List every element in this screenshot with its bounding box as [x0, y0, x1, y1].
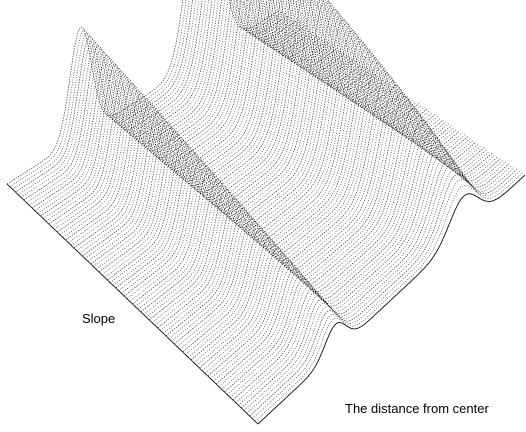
surface-edge: [6, 174, 526, 425]
surface-line: [137, 15, 409, 310]
surface-line: [98, 0, 370, 273]
surface-line: [68, 0, 341, 243]
surface-line: [62, 0, 335, 238]
surface-line: [241, 158, 509, 409]
surface-line: [146, 26, 417, 318]
surface-line: [210, 111, 479, 379]
surface-line: [185, 77, 455, 355]
surface-line: [84, 0, 357, 259]
surface-line: [107, 0, 379, 281]
surface-mesh: [6, 0, 526, 425]
surface-line: [96, 0, 368, 270]
surface-line: [255, 172, 523, 422]
surface-line: [238, 154, 507, 406]
surface-line: [129, 5, 400, 302]
surface-line: [65, 0, 338, 241]
surface-line: [29, 0, 302, 206]
surface-line: [154, 37, 425, 326]
surface-line: [34, 0, 308, 211]
surface-line: [157, 40, 428, 329]
surface-line: [213, 115, 482, 382]
surface-line: [190, 84, 460, 361]
surface-line: [163, 47, 433, 334]
surface-line: [143, 22, 414, 315]
surface-line: [40, 0, 313, 217]
surface-line: [23, 0, 297, 201]
surface-line: [243, 163, 512, 411]
surface-line: [48, 0, 321, 225]
surface-line: [126, 1, 398, 299]
surface-line: [232, 145, 501, 401]
surface-line: [204, 104, 474, 374]
surface-line: [252, 171, 520, 419]
surface-line: [151, 33, 422, 323]
surface-line: [218, 123, 488, 387]
surface-line: [135, 12, 406, 307]
surface-line: [193, 88, 463, 363]
surface-line: [118, 0, 390, 291]
surface-line: [221, 128, 490, 390]
surface-line: [59, 0, 332, 235]
surface-line: [115, 0, 387, 289]
surface-line: [37, 0, 311, 214]
surface-line: [196, 92, 466, 366]
surface-line: [45, 0, 319, 222]
y-axis-label: The distance from center: [345, 401, 489, 416]
surface-line: [70, 0, 343, 246]
surface-line: [76, 0, 349, 251]
surface-line: [168, 54, 439, 339]
surface-line: [182, 73, 452, 353]
surface-line: [18, 0, 292, 195]
x-axis-label: Slope: [82, 311, 116, 326]
surface-line: [82, 0, 354, 257]
surface-line: [26, 0, 300, 203]
surface-line: [165, 51, 436, 337]
surface-line: [227, 136, 496, 395]
surface-line: [229, 140, 498, 398]
surface-line: [188, 80, 458, 358]
surface-line: [110, 0, 381, 283]
surface-line: [43, 0, 316, 219]
surface-line: [132, 8, 403, 305]
surface-line: [207, 107, 477, 377]
surface-line: [199, 96, 468, 369]
surface-line: [174, 62, 444, 345]
surface-line: [79, 0, 351, 254]
surface-line: [149, 30, 419, 321]
surface-line: [15, 0, 289, 193]
surface-line: [176, 66, 447, 347]
surface-line: [51, 0, 324, 227]
surface-line: [6, 0, 281, 185]
surface-line: [104, 0, 376, 278]
surface-line: [121, 0, 392, 294]
surface-line: [216, 119, 485, 385]
surface-line: [246, 167, 515, 414]
surface-line: [224, 132, 493, 393]
surface-line: [202, 100, 471, 371]
surface-line: [249, 169, 517, 417]
surface-line: [12, 0, 286, 190]
surface-line: [31, 0, 305, 209]
surface-line: [101, 0, 373, 275]
surface-line: [140, 19, 411, 313]
surface-line: [20, 0, 294, 198]
surface-line: [160, 44, 430, 331]
surface-line: [235, 149, 504, 403]
surface-line: [93, 0, 365, 267]
surface-line: [123, 0, 395, 297]
surface-line: [57, 0, 330, 233]
